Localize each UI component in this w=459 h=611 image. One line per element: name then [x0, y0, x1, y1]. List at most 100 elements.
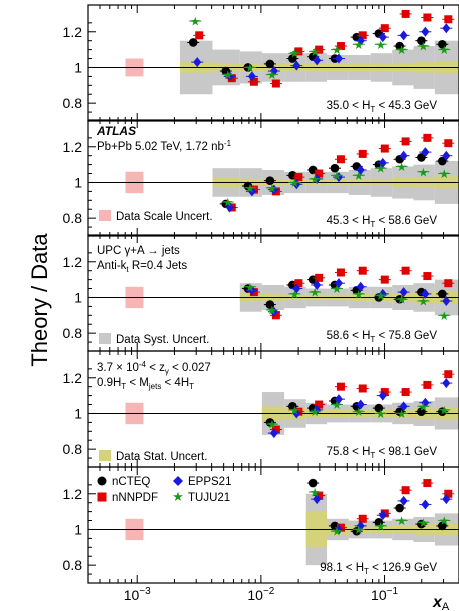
marker-nnnpdf: [444, 139, 453, 148]
marker-tuju21: ★: [266, 418, 277, 432]
marker-epps21: [399, 30, 408, 41]
process-label: UPC γ+A → jets: [97, 245, 180, 257]
uncertainty-legends: Data Scale Uncert. Data Syst. Uncert. Da…: [99, 210, 213, 463]
marker-tuju21: ★: [222, 68, 233, 82]
legend-epps21-marker: [173, 476, 183, 486]
marker-nnnpdf: [315, 169, 324, 178]
legend-tuju21-label: TUJU21: [188, 492, 230, 504]
marker-tuju21: ★: [244, 181, 255, 195]
marker-epps21: [292, 179, 301, 190]
marker-tuju21: ★: [190, 15, 201, 29]
y-tick-label: 1.2: [63, 370, 83, 386]
syst-uncert-label: Data Syst. Uncert.: [116, 334, 209, 346]
y-tick-label: 0.8: [63, 210, 83, 226]
marker-nnnpdf: [401, 388, 410, 397]
marker-nnnpdf: [423, 133, 432, 142]
marker-epps21: [313, 279, 322, 290]
marker-epps21: [225, 71, 234, 82]
marker-tuju21: ★: [439, 43, 450, 57]
x-tick-label: 10−3: [124, 586, 151, 603]
marker-tuju21: ★: [353, 38, 364, 52]
marker-nnnpdf: [423, 380, 432, 389]
marker-nnnpdf: [271, 311, 280, 320]
marker-tuju21: ★: [439, 514, 450, 528]
marker-nnnpdf: [195, 31, 204, 40]
marker-epps21: [378, 390, 387, 401]
marker-tuju21: ★: [353, 405, 364, 419]
marker-tuju21: ★: [418, 516, 429, 530]
panels-group: ★★★★★ ★ ★ ★ ★ ★ ★ ★0.811.235.0 < HT < 45.3 GeV★…: [63, 4, 459, 584]
marker-ncteq: [265, 176, 275, 185]
marker-nnnpdf: [380, 275, 389, 284]
marker-epps21: [442, 494, 451, 505]
marker-tuju21: ★: [439, 167, 450, 181]
panel-5: ★ ★ ★ ★ ★ ★ ★ 0.8 1 1.2 98.1 < HT < 126.9 GeV: [63, 466, 459, 584]
marker-tuju21: ★: [396, 407, 407, 421]
marker-tuju21: ★: [332, 169, 343, 183]
marker-nnnpdf: [294, 279, 303, 288]
marker-tuju21: ★: [289, 403, 300, 417]
marker-epps21: [269, 184, 278, 195]
panel-2: ★ ★ ★ ★ ★ ★ ★ ★ ★ ★ ★ 0.8 1 1.2 45.3 < HT < 58.6 GeV: [63, 119, 459, 237]
marker-nnnpdf: [423, 479, 432, 488]
marker-nnnpdf: [444, 15, 453, 24]
marker-nnnpdf: [315, 491, 324, 500]
marker-epps21: [442, 150, 451, 161]
jet-algo-label: Anti-kt R=0.4 Jets: [97, 260, 187, 274]
scale-uncert-swatch: [99, 210, 111, 221]
legend-nnnpdf-marker: [97, 492, 107, 502]
y-tick-label: 1.2: [63, 139, 83, 155]
marker-nnnpdf: [401, 266, 410, 275]
marker-nnnpdf: [401, 9, 410, 18]
marker-nnnpdf: [336, 382, 345, 391]
marker-epps21: [334, 394, 343, 405]
marker-tuju21: ★: [332, 525, 343, 539]
y-tick-label: 1.2: [63, 254, 83, 270]
marker-nnnpdf: [380, 144, 389, 153]
marker-tuju21: ★: [439, 309, 450, 323]
legend-tuju21-marker: ★: [172, 490, 184, 505]
y-tick-label: 1.2: [63, 486, 83, 502]
marker-epps21: [356, 35, 365, 46]
marker-epps21: [442, 23, 451, 34]
scale-uncert-label: Data Scale Uncert.: [116, 211, 213, 223]
y-tick-label: 0.8: [63, 95, 83, 111]
marker-nnnpdf: [358, 384, 367, 393]
y-tick-label: 1: [74, 405, 82, 421]
marker-tuju21: ★: [353, 523, 364, 537]
y-tick-label: 1: [74, 59, 82, 75]
marker-tuju21: ★: [353, 169, 364, 183]
marker-epps21: [399, 287, 408, 298]
panel-frame: [87, 466, 459, 584]
marker-tuju21: ★: [332, 282, 343, 296]
y-tick-label: 1: [74, 521, 82, 537]
marker-ncteq: [374, 403, 384, 413]
marker-nnnpdf: [358, 514, 367, 523]
y-tick-label: 1.2: [63, 24, 83, 40]
marker-nnnpdf: [336, 155, 345, 164]
marker-tuju21: ★: [310, 405, 321, 419]
y-tick-label: 1: [74, 289, 82, 305]
marker-epps21: [421, 147, 430, 158]
marker-ncteq: [417, 407, 426, 416]
marker-tuju21: ★: [418, 40, 429, 54]
panel-frame: [87, 119, 459, 237]
y-tick-label: 0.8: [63, 557, 83, 573]
mjets-cut-label: 0.9HT < Mjets < 4HT: [97, 377, 194, 391]
dataset-label: Pb+Pb 5.02 TeV, 1.72 nb-1: [97, 139, 232, 153]
marker-nnnpdf: [294, 173, 303, 182]
marker-nnnpdf: [444, 370, 453, 379]
marker-epps21: [399, 401, 408, 412]
marker-ncteq: [395, 41, 404, 51]
marker-tuju21: ★: [353, 287, 364, 301]
marker-epps21: [442, 378, 451, 389]
annotations: ATLAS Pb+Pb 5.02 TeV, 1.72 nb-1 UPC γ+A …: [96, 124, 232, 391]
x-axis: 10−3 10−2 10−1: [124, 586, 399, 603]
marker-tuju21: ★: [266, 303, 277, 317]
marker-epps21: [334, 53, 343, 64]
marker-epps21: [421, 397, 430, 408]
x-axis-label: xA: [432, 594, 450, 611]
marker-nnnpdf: [444, 279, 453, 288]
marker-tuju21: ★: [375, 38, 386, 52]
marker-epps21: [313, 494, 322, 505]
